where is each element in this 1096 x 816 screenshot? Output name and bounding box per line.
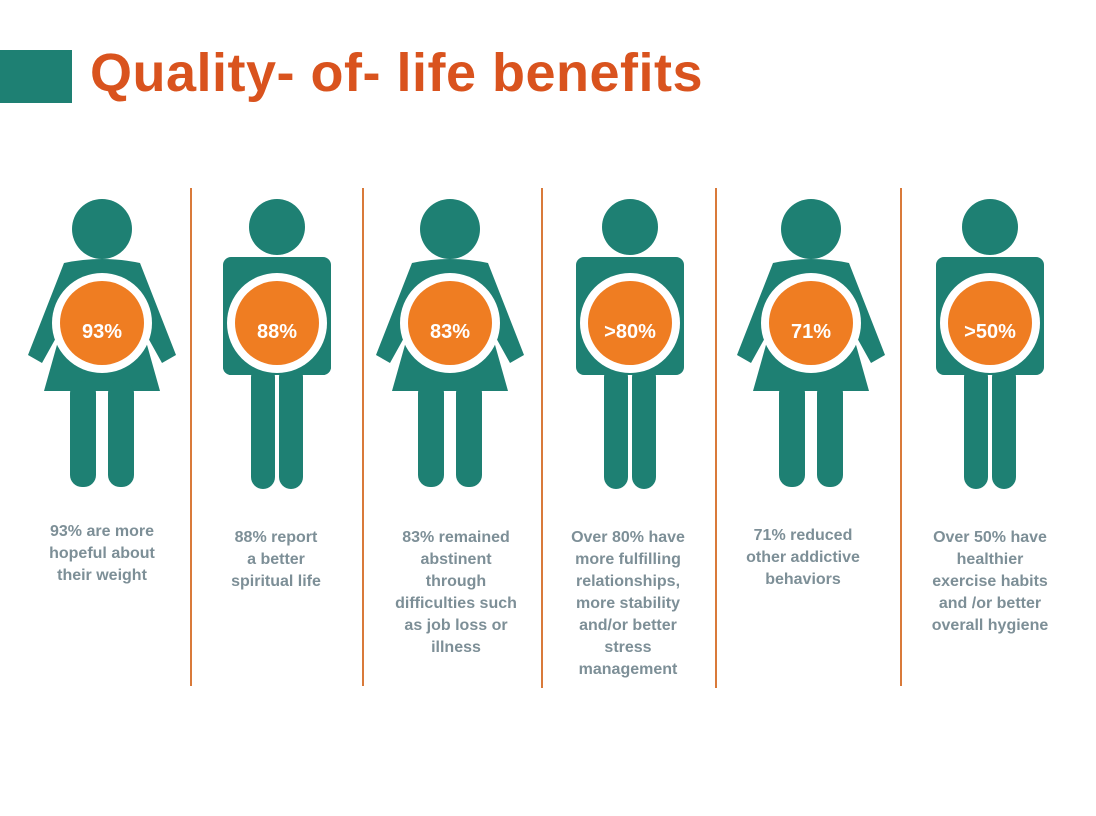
male-figure-icon (223, 199, 331, 489)
stat-caption: 71% reduced other addictive behaviors (746, 527, 860, 588)
stat-caption: Over 50% have healthier exercise habits … (931, 529, 1049, 634)
column-divider (900, 188, 902, 686)
stat-badge-value: 71% (790, 321, 832, 343)
stat-caption: 88% report a better spiritual life (231, 529, 321, 590)
page-title: Quality- of- life benefits (90, 43, 704, 103)
stat-figure-3: 83% (370, 195, 530, 491)
male-figure-icon (576, 199, 684, 489)
column-divider (715, 188, 717, 688)
female-figure-icon (28, 199, 176, 487)
stat-caption: 93% are more hopeful about their weight (49, 523, 155, 584)
stat-figure-5: 71% (731, 195, 891, 491)
female-figure-icon (737, 199, 885, 487)
stat-figure-2: 88% (197, 195, 357, 491)
stat-badge-value: 83% (429, 321, 471, 343)
male-figure-icon (936, 199, 1044, 489)
stat-caption: 83% remained abstinent through difficult… (395, 529, 517, 656)
stat-caption: Over 80% have more fulfilling relationsh… (571, 529, 685, 678)
stat-figure-1: 93% (22, 195, 182, 491)
column-divider (190, 188, 192, 686)
stat-badge-value: 88% (256, 321, 298, 343)
stat-figure-4: >80% (550, 195, 710, 491)
stat-figure-6: >50% (910, 195, 1070, 491)
stat-badge-value: >50% (964, 321, 1016, 343)
female-figure-icon (376, 199, 524, 487)
column-divider (362, 188, 364, 686)
stat-badge-value: >80% (604, 321, 656, 343)
column-divider (541, 188, 543, 688)
stat-badge-value: 93% (81, 321, 123, 343)
title-accent-bar (0, 50, 72, 103)
